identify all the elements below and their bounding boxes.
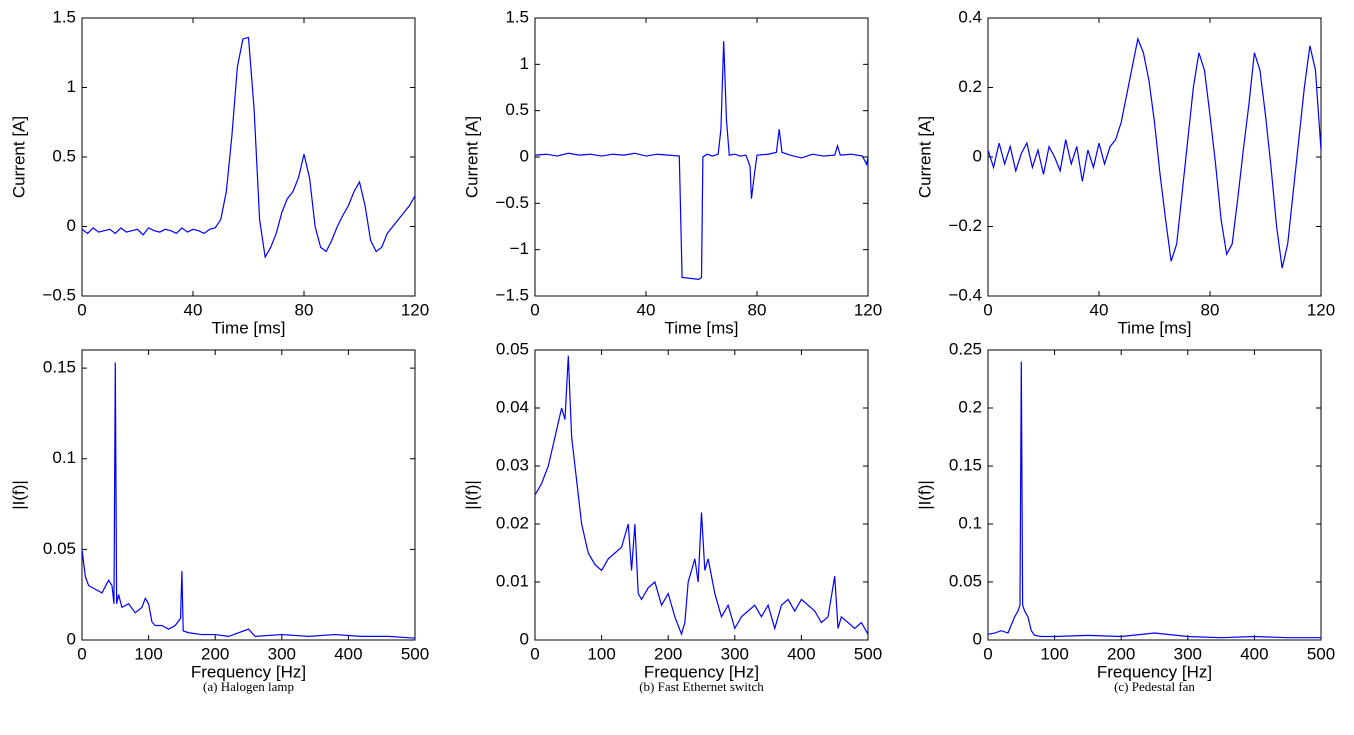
y-tick-label: 1: [520, 54, 529, 73]
y-tick-label: 0: [67, 216, 76, 235]
caption: (b) Fast Ethernet switch: [639, 679, 764, 694]
x-tick-label: 500: [401, 644, 429, 663]
y-tick-label: 0: [520, 629, 529, 648]
y-tick-label: 0.15: [43, 358, 76, 377]
y-tick-label: 0.1: [52, 448, 76, 467]
y-tick-label: −0.5: [42, 285, 76, 304]
y-tick-label: 0.03: [496, 455, 529, 474]
y-tick-label: 0.15: [949, 455, 982, 474]
x-tick-label: 400: [787, 644, 815, 663]
x-tick-label: 300: [1174, 644, 1202, 663]
x-axis-label: Time [ms]: [1118, 318, 1192, 337]
y-tick-label: 0.05: [949, 571, 982, 590]
axes-box: [81, 349, 416, 641]
y-tick-label: 0.05: [43, 539, 76, 558]
y-tick-label: 0.05: [496, 339, 529, 358]
y-tick-label: 1: [67, 77, 76, 96]
x-tick-label: 300: [268, 644, 296, 663]
x-tick-label: 200: [1107, 644, 1135, 663]
axes-box: [987, 349, 1322, 641]
caption: (c) Pedestal fan: [1114, 679, 1195, 694]
x-tick-label: 40: [1090, 300, 1109, 319]
x-tick-label: 200: [201, 644, 229, 663]
x-tick-label: 80: [295, 300, 314, 319]
y-tick-label: 1.5: [52, 7, 76, 26]
x-tick-label: 300: [721, 644, 749, 663]
y-tick-label: 0: [973, 146, 982, 165]
caption: (a) Halogen lamp: [203, 679, 294, 694]
y-tick-label: −0.5: [495, 193, 529, 212]
y-tick-label: 0.5: [505, 100, 529, 119]
y-tick-label: 1.5: [505, 7, 529, 26]
x-axis-label: Time [ms]: [665, 318, 739, 337]
x-tick-label: 0: [77, 300, 86, 319]
x-tick-label: 120: [1307, 300, 1335, 319]
x-tick-label: 0: [983, 300, 992, 319]
y-tick-label: −0.2: [948, 216, 982, 235]
y-tick-label: 0.01: [496, 571, 529, 590]
y-tick-label: 0.4: [958, 7, 982, 26]
y-tick-label: −1: [510, 239, 529, 258]
y-tick-label: 0.5: [52, 146, 76, 165]
x-tick-label: 0: [530, 644, 539, 663]
x-axis-label: Frequency [Hz]: [191, 662, 306, 681]
line-series: [534, 41, 869, 280]
y-tick-label: −0.4: [948, 285, 982, 304]
x-tick-label: 0: [983, 644, 992, 663]
y-tick-label: 0.25: [949, 339, 982, 358]
y-axis-label: |I(f)|: [915, 480, 934, 510]
x-axis-label: Time [ms]: [212, 318, 286, 337]
line-series: [81, 36, 416, 259]
line-series: [81, 362, 416, 639]
y-tick-label: 0: [520, 146, 529, 165]
x-tick-label: 120: [854, 300, 882, 319]
axes-box: [987, 17, 1322, 297]
x-tick-label: 400: [1240, 644, 1268, 663]
y-axis-label: |I(f)|: [462, 480, 481, 510]
y-tick-label: 0.02: [496, 513, 529, 532]
y-tick-label: 0.04: [496, 397, 529, 416]
axes-box: [534, 349, 869, 641]
x-tick-label: 40: [637, 300, 656, 319]
y-axis-label: |I(f)|: [9, 480, 28, 510]
x-tick-label: 0: [77, 644, 86, 663]
x-tick-label: 100: [134, 644, 162, 663]
x-tick-label: 500: [854, 644, 882, 663]
y-axis-label: Current [A]: [9, 116, 28, 198]
x-tick-label: 40: [184, 300, 203, 319]
x-tick-label: 0: [530, 300, 539, 319]
line-series: [987, 36, 1322, 269]
x-tick-label: 120: [401, 300, 429, 319]
y-tick-label: 0: [67, 629, 76, 648]
y-axis-label: Current [A]: [462, 116, 481, 198]
y-tick-label: 0.1: [958, 513, 982, 532]
x-axis-label: Frequency [Hz]: [644, 662, 759, 681]
x-tick-label: 100: [1040, 644, 1068, 663]
y-tick-label: 0.2: [958, 77, 982, 96]
x-tick-label: 80: [748, 300, 767, 319]
x-tick-label: 500: [1307, 644, 1335, 663]
x-axis-label: Frequency [Hz]: [1097, 662, 1212, 681]
x-tick-label: 400: [334, 644, 362, 663]
y-axis-label: Current [A]: [915, 116, 934, 198]
y-tick-label: −1.5: [495, 285, 529, 304]
y-tick-label: 0: [973, 629, 982, 648]
line-series: [534, 355, 869, 637]
y-tick-label: 0.2: [958, 397, 982, 416]
x-tick-label: 100: [587, 644, 615, 663]
x-tick-label: 80: [1201, 300, 1220, 319]
line-series: [987, 361, 1321, 639]
axes-box: [81, 17, 416, 297]
x-tick-label: 200: [654, 644, 682, 663]
